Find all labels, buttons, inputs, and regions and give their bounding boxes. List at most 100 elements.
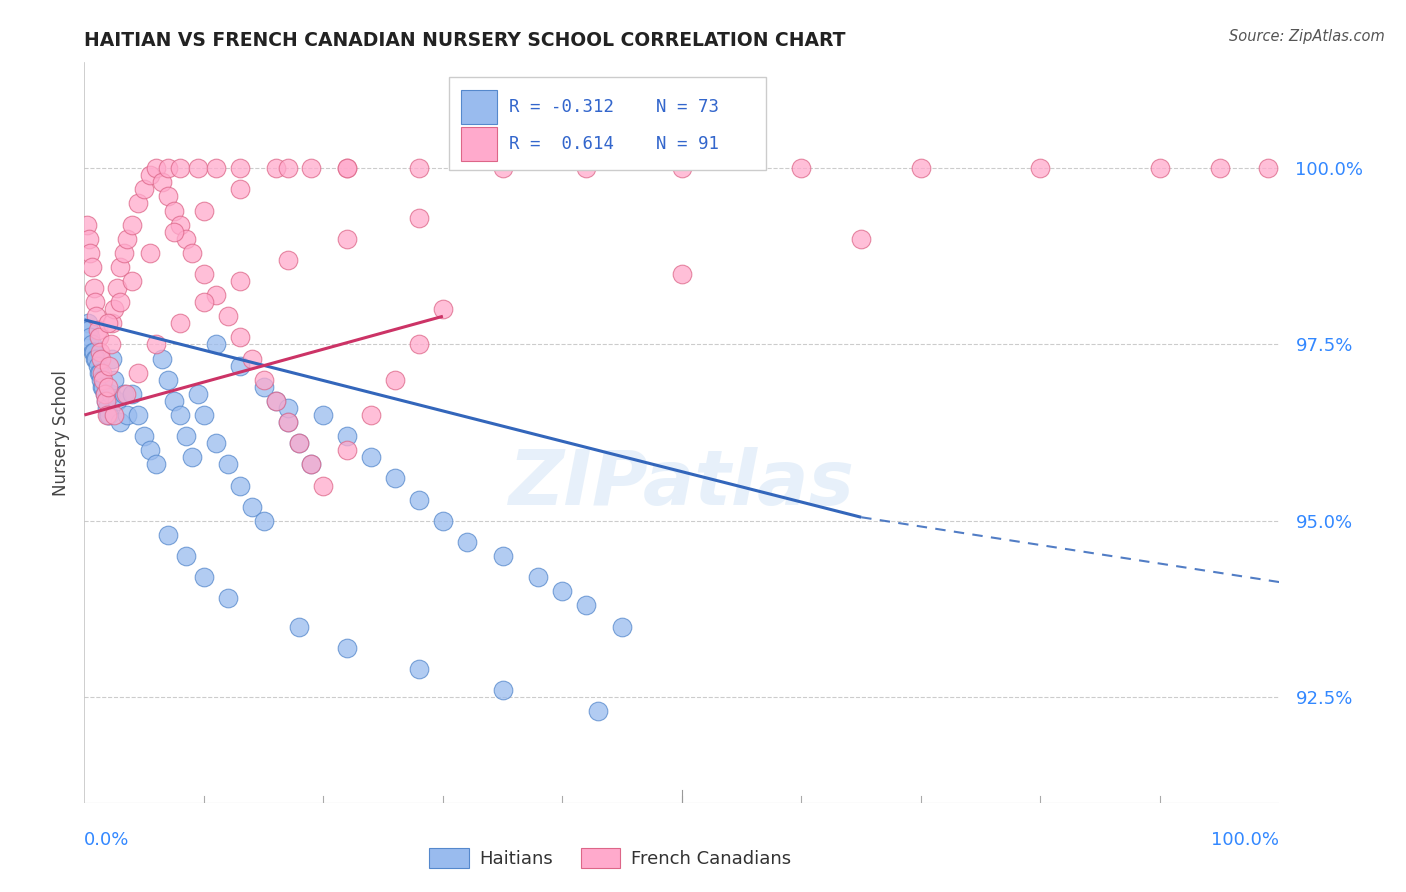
Point: [98, 359, 121, 373]
Point: [229, 274, 252, 288]
Point: [229, 182, 252, 196]
Point: [103, 373, 125, 387]
Point: [312, 408, 335, 422]
Point: [174, 429, 197, 443]
Point: [83, 344, 105, 359]
Point: [408, 161, 430, 176]
Point: [456, 535, 478, 549]
Text: HAITIAN VS FRENCH CANADIAN NURSERY SCHOOL CORRELATION CHART: HAITIAN VS FRENCH CANADIAN NURSERY SCHOO…: [84, 30, 846, 50]
Point: [117, 408, 139, 422]
Point: [181, 450, 204, 465]
Point: [105, 281, 128, 295]
Point: [157, 189, 180, 203]
Point: [193, 267, 215, 281]
Point: [127, 196, 149, 211]
Point: [174, 549, 197, 563]
Text: Source: ZipAtlas.com: Source: ZipAtlas.com: [1229, 29, 1385, 44]
Point: [205, 337, 228, 351]
FancyBboxPatch shape: [449, 78, 766, 169]
Point: [89, 366, 111, 380]
Point: [1149, 161, 1171, 176]
Point: [360, 408, 382, 422]
Point: [93, 387, 115, 401]
Point: [384, 471, 406, 485]
Point: [100, 387, 122, 401]
Point: [127, 366, 149, 380]
Point: [432, 302, 454, 317]
Point: [671, 267, 693, 281]
Point: [301, 161, 323, 176]
Point: [169, 316, 191, 330]
Point: [93, 380, 115, 394]
Point: [229, 478, 252, 492]
Point: [336, 161, 359, 176]
Point: [103, 302, 125, 317]
Point: [121, 387, 143, 401]
Point: [89, 344, 111, 359]
Point: [139, 245, 162, 260]
Point: [910, 161, 932, 176]
Text: 100.0%: 100.0%: [1212, 831, 1279, 849]
Point: [575, 161, 598, 176]
Text: ZIPatlas: ZIPatlas: [509, 448, 855, 522]
Point: [101, 316, 124, 330]
Point: [86, 359, 108, 373]
Legend: Haitians, French Canadians: Haitians, French Canadians: [422, 841, 799, 875]
Point: [163, 203, 186, 218]
Point: [229, 359, 252, 373]
Point: [851, 232, 873, 246]
Point: [91, 366, 114, 380]
Point: [132, 429, 156, 443]
Point: [492, 683, 515, 698]
Point: [97, 380, 120, 394]
Point: [277, 415, 299, 429]
Point: [101, 351, 124, 366]
Point: [103, 408, 125, 422]
Point: [93, 373, 115, 387]
Point: [80, 260, 103, 274]
Point: [77, 316, 100, 330]
Point: [336, 232, 359, 246]
Point: [551, 584, 574, 599]
Point: [187, 161, 209, 176]
Point: [612, 619, 634, 633]
Point: [84, 351, 107, 366]
Point: [277, 161, 299, 176]
Point: [671, 161, 693, 176]
Point: [157, 528, 180, 542]
Point: [93, 387, 115, 401]
Point: [217, 310, 239, 324]
Point: [163, 225, 186, 239]
Point: [217, 458, 239, 472]
Point: [169, 408, 191, 422]
Text: R =  0.614    N = 91: R = 0.614 N = 91: [509, 135, 718, 153]
Point: [145, 337, 167, 351]
Point: [97, 316, 120, 330]
Point: [527, 570, 550, 584]
Point: [77, 323, 100, 337]
Point: [277, 252, 299, 267]
Y-axis label: Nursery School: Nursery School: [52, 369, 70, 496]
Point: [90, 351, 112, 366]
Point: [277, 401, 299, 415]
Point: [132, 182, 156, 196]
Point: [205, 161, 228, 176]
Point: [94, 393, 117, 408]
Point: [157, 373, 180, 387]
Point: [83, 281, 105, 295]
Point: [87, 330, 110, 344]
Point: [301, 458, 323, 472]
Point: [77, 232, 100, 246]
Point: [110, 260, 132, 274]
Point: [288, 436, 311, 450]
Point: [588, 704, 610, 718]
Point: [253, 514, 276, 528]
Point: [117, 232, 139, 246]
Point: [157, 161, 180, 176]
Point: [82, 344, 104, 359]
Bar: [461, 90, 496, 124]
Point: [1029, 161, 1052, 176]
Point: [240, 500, 263, 514]
Point: [312, 478, 335, 492]
Point: [336, 429, 359, 443]
